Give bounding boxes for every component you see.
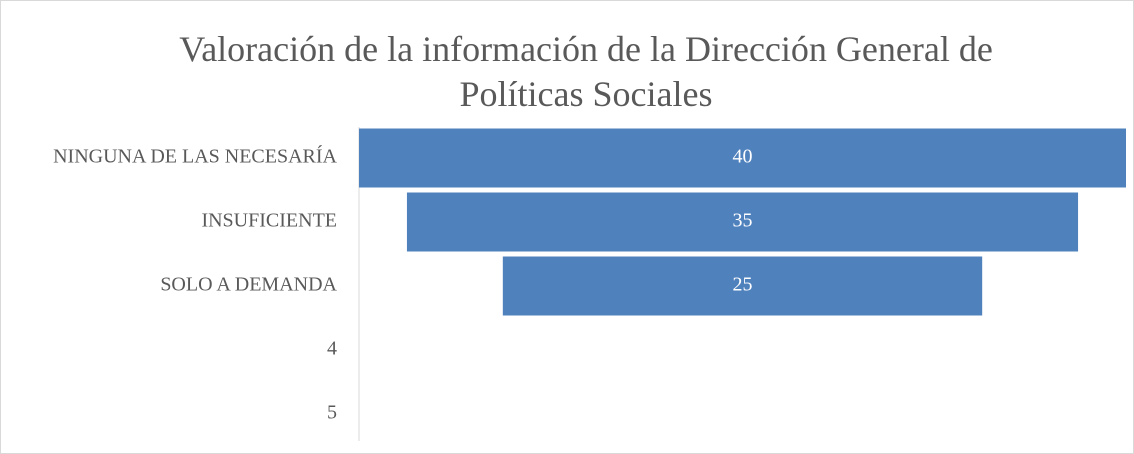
category-label: NINGUNA DE LAS NECESARÍA [53, 145, 337, 168]
category-label: INSUFICIENTE [201, 210, 337, 232]
funnel-bar [406, 192, 1079, 252]
category-label: 4 [327, 338, 337, 360]
value-label: 35 [733, 210, 753, 232]
category-label: SOLO A DEMANDA [160, 274, 337, 296]
funnel-bar [502, 256, 983, 316]
chart-title: Valoración de la información de la Direc… [179, 29, 993, 114]
category-label: 5 [327, 402, 337, 424]
value-label: 25 [733, 274, 753, 296]
funnel-bar [359, 128, 1126, 188]
value-label: 40 [733, 146, 753, 168]
